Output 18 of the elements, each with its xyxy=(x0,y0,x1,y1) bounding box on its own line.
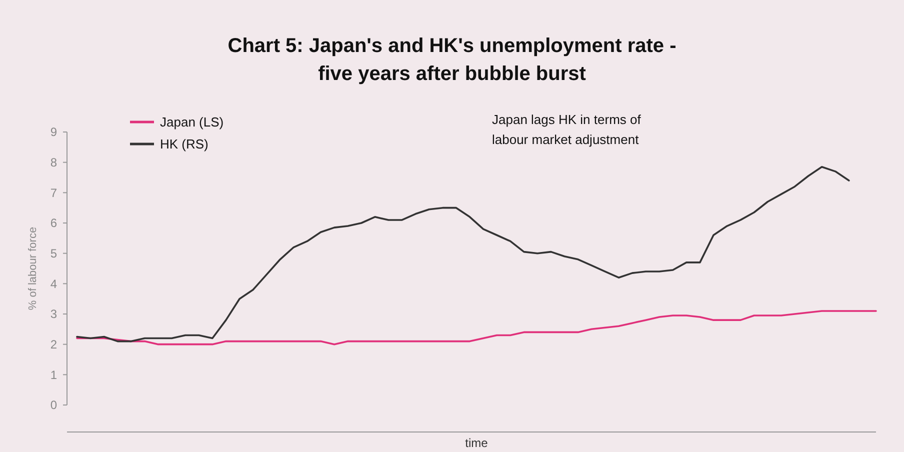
y-tick-label: 5 xyxy=(50,246,58,261)
y-tick-label: 8 xyxy=(50,156,58,170)
x-axis-title: time xyxy=(465,436,488,450)
chart-title: Chart 5: Japan's and HK's unemployment rate - five years after bubble burst xyxy=(228,35,676,85)
y-tick-label: 1 xyxy=(50,368,58,382)
y-tick-label: 0 xyxy=(50,398,58,412)
y-tick-label: 4 xyxy=(50,276,58,291)
y-tick-label: 6 xyxy=(50,216,58,230)
line-series xyxy=(76,310,877,346)
y-tick-label: 2 xyxy=(50,338,58,352)
line-series xyxy=(76,166,850,342)
legend-label: HK (RS) xyxy=(160,136,208,152)
y-tick-label: 7 xyxy=(50,186,58,200)
annotation: Japan lags HK in terms of labour market adjustment xyxy=(492,112,642,147)
y-tick-label: 9 xyxy=(50,125,58,140)
y-axis-title: % of labour force xyxy=(27,226,39,310)
y-tick-label: 3 xyxy=(50,307,58,322)
legend-label: Japan (LS) xyxy=(160,114,224,130)
